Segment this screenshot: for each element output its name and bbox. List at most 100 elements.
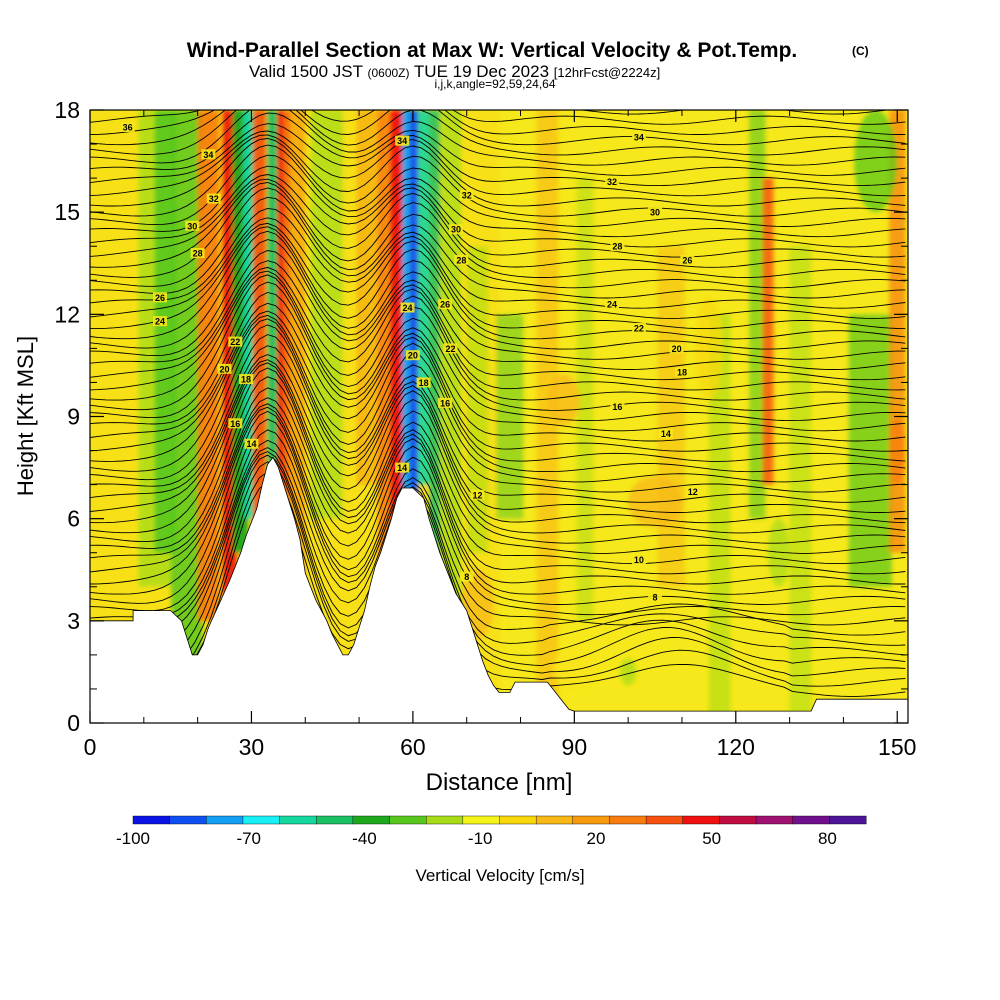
colorbar-swatch — [132, 815, 171, 825]
theta-contour — [90, 482, 906, 697]
y-tick-label: 6 — [67, 506, 80, 532]
contour-label: 28 — [610, 241, 625, 252]
velocity-band — [708, 314, 731, 723]
contour-label: 20 — [217, 363, 232, 374]
contour-label: 26 — [438, 299, 453, 310]
contour-label-text: 28 — [456, 255, 466, 265]
y-tick-label: 0 — [67, 710, 80, 736]
theta-contour — [90, 429, 906, 626]
contour-label: 14 — [658, 428, 673, 439]
theta-contour — [90, 292, 906, 432]
velocity-band — [536, 110, 559, 723]
y-axis-title: Height [Kft MSL] — [13, 336, 38, 496]
colorbar-swatch — [572, 815, 610, 825]
valid-utc: (0600Z) — [367, 66, 409, 80]
theta-contour — [90, 110, 906, 125]
colorbar-tick-label: -40 — [352, 829, 377, 848]
theta-contour — [90, 461, 906, 677]
contour-label-text: 16 — [612, 402, 622, 412]
contour-label: 16 — [228, 418, 243, 429]
velocity-cell — [695, 297, 723, 400]
velocity-band — [657, 246, 685, 587]
colorbar-tick-label: 50 — [702, 829, 721, 848]
x-tick-label: 30 — [239, 734, 265, 760]
x-tick-label: 90 — [562, 734, 588, 760]
y-tick-label: 12 — [54, 301, 80, 327]
theta-contour — [90, 230, 906, 350]
theta-contour — [90, 451, 906, 656]
contour-label: 12 — [685, 486, 700, 497]
contour-label-text: 26 — [155, 293, 165, 303]
contour-label-text: 32 — [607, 177, 617, 187]
contour-label-text: 20 — [408, 351, 418, 361]
contour-label: 22 — [228, 336, 243, 347]
velocity-band — [243, 110, 255, 519]
colorbar-tick-label: -70 — [236, 829, 261, 848]
theta-contour — [90, 274, 906, 411]
contour-label-text: 18 — [677, 368, 687, 378]
velocity-band — [749, 110, 766, 519]
theta-contour — [90, 354, 906, 513]
contour-label-text: 12 — [688, 487, 698, 497]
colorbar-swatch — [242, 815, 281, 825]
y-tick-label: 3 — [67, 608, 80, 634]
colorbar-tick-label: -100 — [116, 829, 150, 848]
colorbar-swatch — [719, 815, 757, 825]
terrain-mask — [90, 456, 908, 723]
colorbar-swatch — [316, 815, 354, 825]
theta-contours — [90, 110, 906, 697]
contour-label: 18 — [674, 367, 689, 378]
theta-contour — [90, 418, 906, 616]
contour-label: 8 — [459, 571, 474, 582]
contour-label-text: 26 — [682, 255, 692, 265]
contour-label: 32 — [605, 176, 620, 187]
contour-labels: 36 34 34 34 32 32 32 30 30 30 28 28 28 26 26 26 24 24 24 22… — [120, 122, 700, 602]
contour-label-text: 34 — [203, 150, 213, 160]
theta-contour — [90, 187, 906, 289]
theta-contour — [90, 110, 906, 156]
velocity-cell — [547, 373, 580, 426]
velocity-band — [762, 178, 774, 485]
y-tick-label: 9 — [67, 404, 80, 430]
theta-contour — [90, 362, 906, 534]
velocity-band — [496, 314, 524, 519]
contour-label-text: 12 — [472, 490, 482, 500]
y-tick-label: 18 — [54, 97, 80, 123]
contour-label: 8 — [648, 591, 663, 602]
colorbar-tick-label: -10 — [468, 829, 493, 848]
plot-area: 36 34 34 34 32 32 32 30 30 30 28 28 28 26 26 26 24 24 24 22… — [90, 110, 908, 723]
theta-contour — [90, 334, 906, 493]
theta-contour — [90, 270, 906, 401]
contour-label: 20 — [405, 350, 420, 361]
contour-label: 16 — [438, 397, 453, 408]
theta-contour — [90, 110, 906, 166]
contour-label-text: 22 — [634, 323, 644, 333]
contour-label-text: 16 — [230, 419, 240, 429]
theta-contour — [90, 439, 906, 636]
theta-contour — [90, 123, 906, 187]
theta-contour — [90, 207, 906, 309]
contour-label-text: 14 — [397, 463, 407, 473]
contour-label-text: 20 — [220, 364, 230, 374]
theta-contour — [90, 387, 906, 565]
theta-contour — [90, 226, 906, 340]
chart-title: Wind-Parallel Section at Max W: Vertical… — [187, 39, 798, 62]
contour-label-text: 14 — [661, 429, 671, 439]
theta-contour — [90, 345, 906, 503]
colorbar-swatch — [755, 815, 794, 825]
velocity-band — [789, 246, 812, 723]
colorbar-swatch — [609, 815, 647, 825]
theta-contour — [90, 367, 906, 544]
velocity-band — [267, 110, 279, 621]
theta-contour — [90, 447, 906, 646]
theta-contour — [90, 134, 906, 207]
contour-label: 20 — [669, 343, 684, 354]
contour-label: 28 — [454, 254, 469, 265]
contour-label-text: 36 — [123, 123, 133, 133]
colorbar-swatch — [169, 815, 207, 825]
theta-contour — [90, 397, 906, 575]
colorbar-swatch — [499, 815, 537, 825]
contour-label: 26 — [152, 292, 167, 303]
contour-label: 12 — [470, 489, 485, 500]
velocity-band — [466, 246, 489, 553]
